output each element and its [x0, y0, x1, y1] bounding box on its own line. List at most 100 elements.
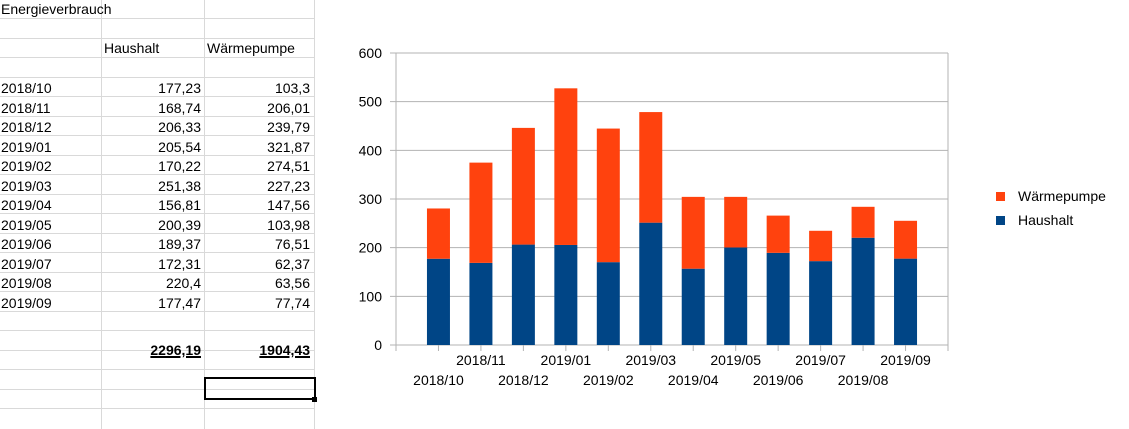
- row-gridline: [0, 272, 315, 273]
- bar-waermepumpe: [724, 196, 748, 248]
- waermepumpe-cell[interactable]: 274,51: [267, 158, 310, 174]
- x-tick-label: 2019/03: [625, 352, 676, 368]
- waermepumpe-cell[interactable]: 77,74: [274, 294, 310, 311]
- month-cell[interactable]: 2019/08: [1, 275, 52, 291]
- month-cell[interactable]: 2018/11: [1, 99, 51, 116]
- bar-waermepumpe: [554, 88, 578, 245]
- column-header-waermepumpe[interactable]: Wärmepumpe: [207, 40, 295, 56]
- row-gridline: [0, 350, 315, 351]
- bar-haushalt: [554, 244, 578, 345]
- haushalt-cell[interactable]: 220,4: [165, 275, 201, 291]
- waermepumpe-cell[interactable]: 227,23: [267, 177, 310, 194]
- y-tick-label: 600: [359, 45, 383, 61]
- y-tick-label: 500: [359, 94, 383, 110]
- x-tick-label: 2018/11: [456, 352, 506, 368]
- haushalt-cell[interactable]: 172,31: [158, 255, 201, 272]
- column-header-haushalt[interactable]: Haushalt: [104, 40, 160, 56]
- bar-waermepumpe: [639, 112, 663, 223]
- bar-waermepumpe: [681, 196, 705, 269]
- haushalt-cell[interactable]: 170,22: [158, 158, 201, 174]
- row-gridline: [0, 96, 315, 97]
- month-cell[interactable]: 2019/05: [1, 216, 52, 233]
- waermepumpe-cell[interactable]: 103,98: [267, 216, 310, 233]
- month-cell[interactable]: 2019/09: [1, 294, 52, 311]
- total-waermepumpe[interactable]: 1904,43: [259, 342, 310, 358]
- bar-waermepumpe: [596, 128, 620, 263]
- bar-haushalt: [639, 222, 663, 345]
- month-cell[interactable]: 2018/12: [1, 119, 52, 135]
- haushalt-cell[interactable]: 200,39: [158, 216, 201, 233]
- month-cell[interactable]: 2019/07: [1, 255, 52, 272]
- row-gridline: [0, 18, 315, 19]
- row-gridline: [0, 135, 315, 136]
- x-tick-label: 2019/01: [541, 352, 592, 368]
- haushalt-cell[interactable]: 251,38: [158, 177, 201, 194]
- sheet-title[interactable]: Energieverbrauch: [1, 1, 112, 17]
- bar-haushalt: [426, 258, 450, 345]
- month-cell[interactable]: 2019/01: [1, 138, 52, 155]
- waermepumpe-cell[interactable]: 76,51: [274, 236, 310, 252]
- bar-haushalt: [681, 268, 705, 345]
- row-gridline: [0, 38, 315, 39]
- row-gridline: [0, 389, 315, 390]
- row-gridline: [0, 408, 315, 409]
- total-haushalt[interactable]: 2296,19: [150, 342, 201, 358]
- waermepumpe-cell[interactable]: 321,87: [267, 138, 310, 155]
- bar-haushalt: [596, 262, 620, 345]
- row-gridline: [0, 155, 315, 156]
- bar-haushalt: [851, 237, 875, 345]
- row-gridline: [0, 311, 315, 312]
- haushalt-cell[interactable]: 156,81: [158, 197, 201, 213]
- selected-cell[interactable]: [204, 377, 316, 400]
- waermepumpe-cell[interactable]: 206,01: [267, 99, 310, 116]
- haushalt-cell[interactable]: 189,37: [158, 236, 201, 252]
- bar-haushalt: [469, 262, 493, 345]
- month-cell[interactable]: 2018/10: [1, 80, 52, 96]
- haushalt-cell[interactable]: 168,74: [158, 99, 201, 116]
- haushalt-cell[interactable]: 206,33: [158, 119, 201, 135]
- row-gridline: [0, 116, 315, 117]
- waermepumpe-cell[interactable]: 239,79: [267, 119, 310, 135]
- waermepumpe-cell[interactable]: 147,56: [267, 197, 310, 213]
- legend-label: Wärmepumpe: [1018, 188, 1106, 204]
- row-gridline: [0, 369, 315, 370]
- column-gridline: [204, 0, 205, 429]
- row-gridline: [0, 252, 315, 253]
- haushalt-cell[interactable]: 177,23: [158, 80, 201, 96]
- x-tick-label: 2019/02: [583, 372, 634, 388]
- bar-haushalt: [894, 258, 918, 345]
- row-gridline: [0, 330, 315, 331]
- y-tick-label: 300: [359, 191, 383, 207]
- y-tick-label: 100: [359, 288, 383, 304]
- month-cell[interactable]: 2019/02: [1, 158, 52, 174]
- haushalt-cell[interactable]: 177,47: [158, 294, 201, 311]
- waermepumpe-cell[interactable]: 103,3: [274, 80, 310, 96]
- bar-waermepumpe: [809, 230, 833, 262]
- x-tick-label: 2018/12: [498, 372, 549, 388]
- y-tick-label: 400: [359, 142, 383, 158]
- bar-haushalt: [724, 247, 748, 345]
- waermepumpe-cell[interactable]: 62,37: [274, 255, 310, 272]
- haushalt-cell[interactable]: 205,54: [158, 138, 201, 155]
- month-cell[interactable]: 2019/04: [1, 197, 52, 213]
- fill-handle[interactable]: [312, 397, 317, 402]
- legend-swatch: [996, 216, 1005, 225]
- month-cell[interactable]: 2019/06: [1, 236, 52, 252]
- bar-haushalt: [766, 252, 790, 345]
- waermepumpe-cell[interactable]: 63,56: [274, 275, 310, 291]
- row-gridline: [0, 233, 315, 234]
- bar-waermepumpe: [511, 127, 535, 245]
- x-tick-label: 2019/09: [880, 352, 931, 368]
- bar-waermepumpe: [851, 206, 875, 238]
- row-gridline: [0, 194, 315, 195]
- column-gridline: [101, 0, 102, 429]
- stacked-bar-chart: 0 100 200 300 400 500 600 2018/10 2018/11 2018/12…: [359, 45, 1106, 388]
- row-gridline: [0, 77, 315, 78]
- y-tick-label: 0: [374, 337, 382, 353]
- month-cell[interactable]: 2019/03: [1, 177, 52, 194]
- bar-waermepumpe: [766, 215, 790, 253]
- bar-waermepumpe: [426, 208, 450, 259]
- y-tick-label: 200: [359, 240, 383, 256]
- bar-waermepumpe: [894, 220, 918, 259]
